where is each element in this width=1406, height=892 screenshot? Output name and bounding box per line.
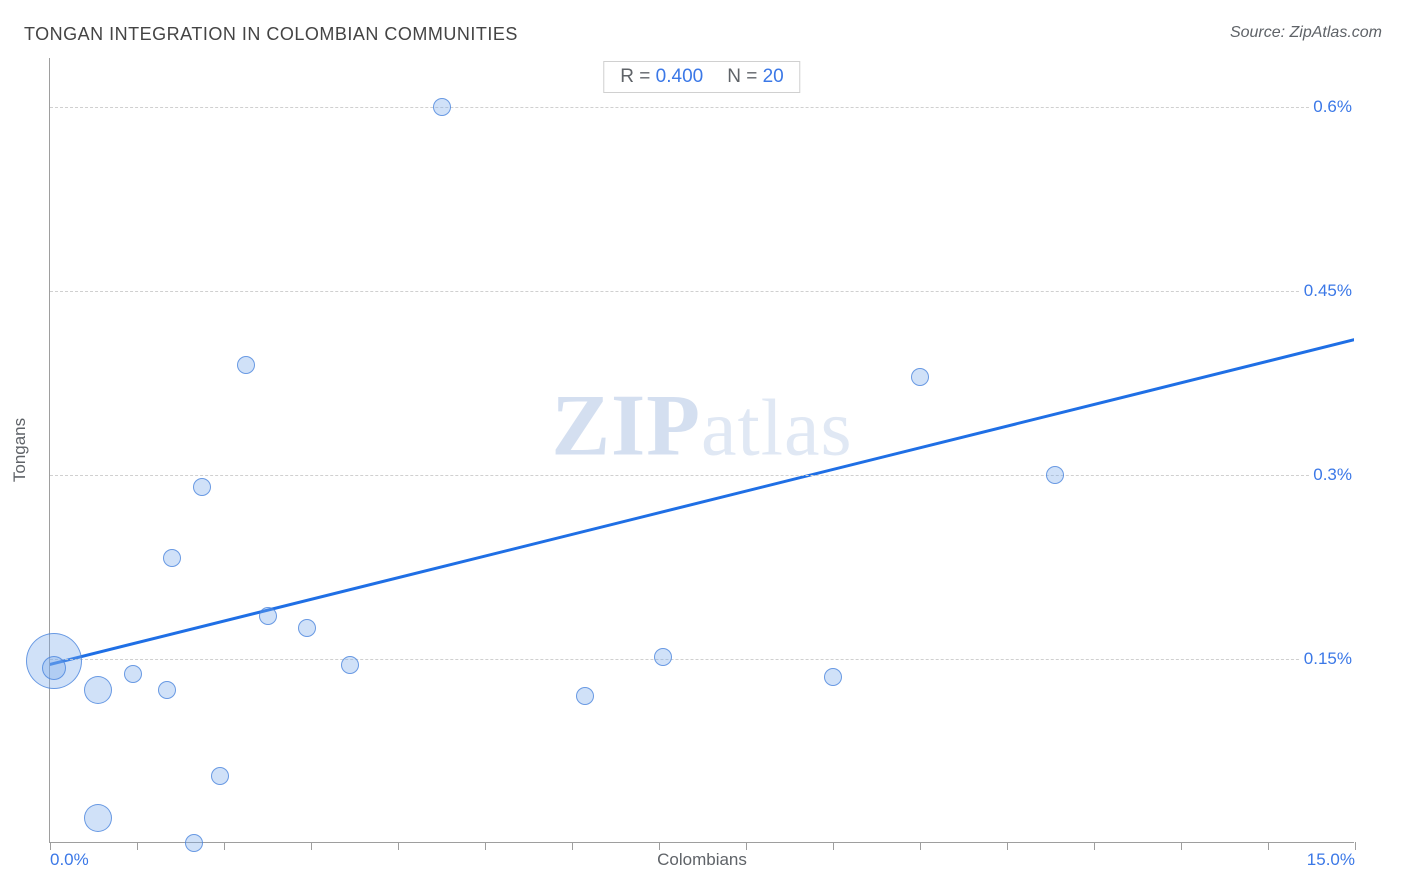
chart-title: TONGAN INTEGRATION IN COLOMBIAN COMMUNIT…: [24, 24, 518, 45]
gridline-h: [50, 107, 1354, 108]
x-tick: [659, 842, 660, 850]
y-axis-label: Tongans: [10, 418, 30, 482]
x-tick: [833, 842, 834, 850]
data-point[interactable]: [341, 656, 359, 674]
r-value: 0.400: [656, 66, 704, 87]
gridline-h: [50, 291, 1354, 292]
data-point[interactable]: [193, 478, 211, 496]
r-label: R =: [620, 66, 650, 87]
n-label: N =: [727, 66, 757, 87]
plot-area: ZIPatlas R = 0.400 N = 20 Colombians Ton…: [49, 58, 1354, 843]
x-tick: [746, 842, 747, 850]
data-point[interactable]: [84, 676, 112, 704]
x-tick: [137, 842, 138, 850]
y-tick-label: 0.6%: [1309, 97, 1356, 117]
y-tick-label: 0.15%: [1300, 649, 1356, 669]
x-axis-label: Colombians: [657, 850, 747, 870]
x-tick: [1007, 842, 1008, 850]
gridline-h: [50, 659, 1354, 660]
watermark-zip: ZIP: [551, 378, 701, 475]
data-point[interactable]: [576, 687, 594, 705]
x-tick-label: 0.0%: [50, 850, 89, 870]
stats-box: R = 0.400 N = 20: [603, 61, 800, 93]
y-tick-label: 0.45%: [1300, 281, 1356, 301]
data-point[interactable]: [433, 98, 451, 116]
gridline-h: [50, 475, 1354, 476]
x-tick: [920, 842, 921, 850]
data-point[interactable]: [824, 668, 842, 686]
watermark-atlas: atlas: [701, 385, 853, 473]
data-point[interactable]: [124, 665, 142, 683]
data-point[interactable]: [298, 619, 316, 637]
data-point[interactable]: [185, 834, 203, 852]
n-value: 20: [763, 66, 784, 87]
source-attribution: Source: ZipAtlas.com: [1230, 24, 1382, 42]
data-point[interactable]: [654, 648, 672, 666]
x-tick: [1268, 842, 1269, 850]
n-stat: N = 20: [727, 66, 784, 88]
r-stat: R = 0.400: [620, 66, 703, 88]
data-point[interactable]: [84, 804, 112, 832]
x-tick-label: 15.0%: [1307, 850, 1355, 870]
data-point[interactable]: [42, 656, 66, 680]
x-tick: [311, 842, 312, 850]
x-tick: [224, 842, 225, 850]
data-point[interactable]: [163, 549, 181, 567]
x-tick: [398, 842, 399, 850]
data-point[interactable]: [911, 368, 929, 386]
x-tick: [50, 842, 51, 850]
y-tick-label: 0.3%: [1309, 465, 1356, 485]
data-point[interactable]: [158, 681, 176, 699]
x-tick: [1094, 842, 1095, 850]
data-point[interactable]: [259, 607, 277, 625]
watermark: ZIPatlas: [551, 376, 852, 477]
data-point[interactable]: [237, 356, 255, 374]
x-tick: [572, 842, 573, 850]
x-tick: [485, 842, 486, 850]
data-point[interactable]: [1046, 466, 1064, 484]
chart-container: TONGAN INTEGRATION IN COLOMBIAN COMMUNIT…: [0, 0, 1406, 892]
x-tick: [1181, 842, 1182, 850]
x-tick: [1355, 842, 1356, 850]
data-point[interactable]: [211, 767, 229, 785]
